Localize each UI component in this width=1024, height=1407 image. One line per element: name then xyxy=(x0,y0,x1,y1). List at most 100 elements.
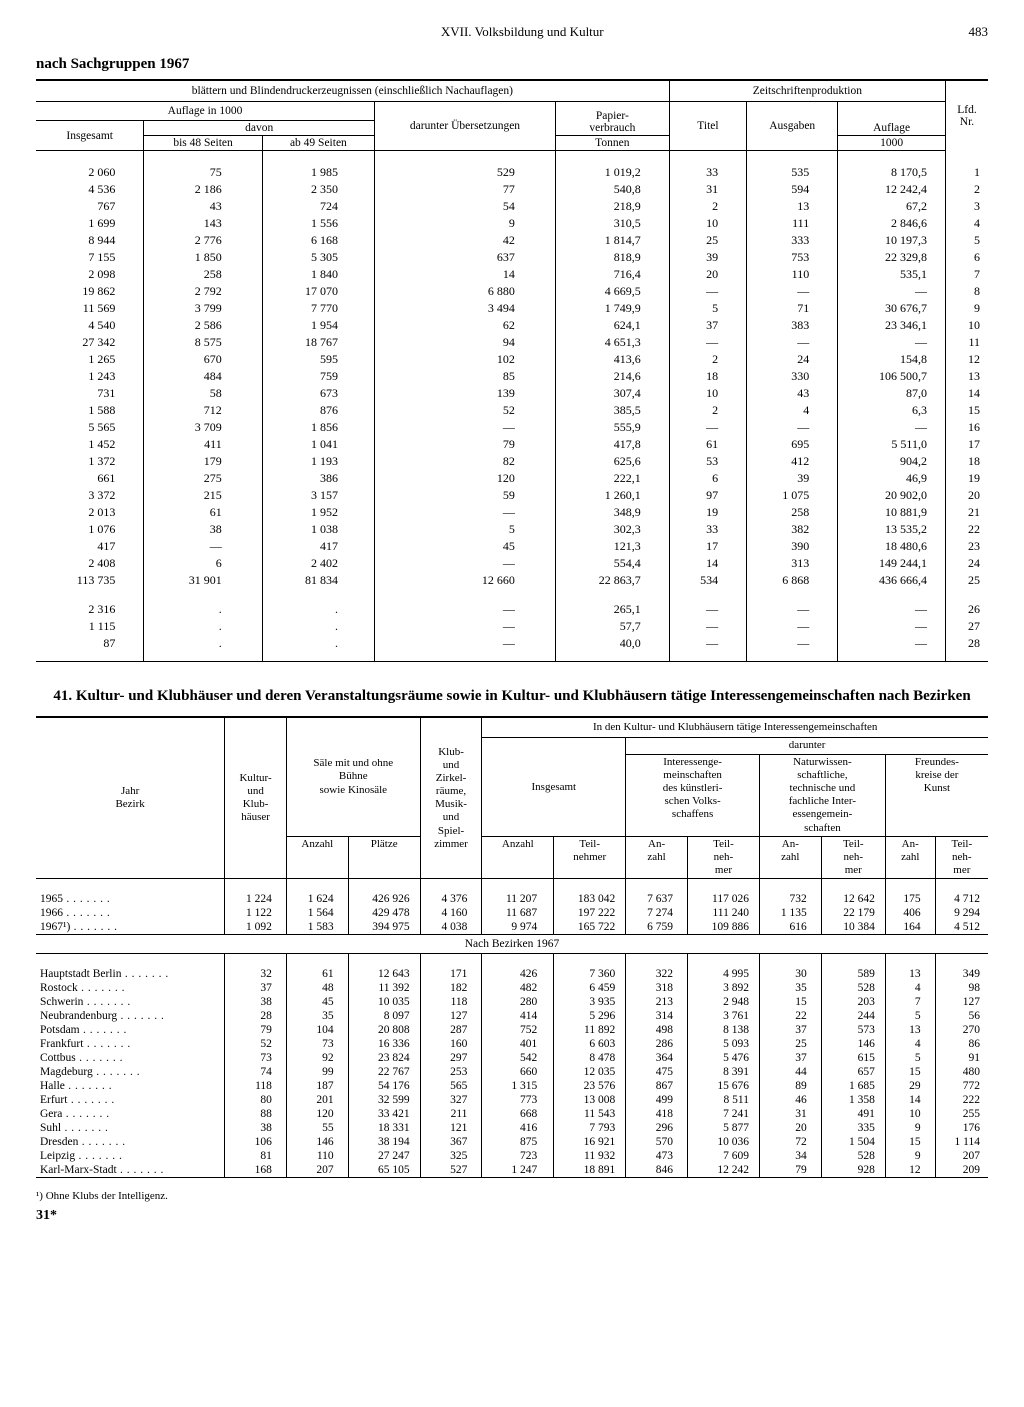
table-cell: 94 xyxy=(375,334,556,351)
col-freund: Freundes- kreise der Kunst xyxy=(885,754,988,836)
table-cell: 333 xyxy=(747,232,838,249)
table-cell: 1 564 xyxy=(286,906,348,920)
table-cell: 160 xyxy=(420,1037,482,1051)
table-cell: 330 xyxy=(747,368,838,385)
table-cell: 313 xyxy=(747,555,838,572)
table-cell: 222,1 xyxy=(555,470,669,487)
table-cell: 42 xyxy=(375,232,556,249)
table-cell: 23 824 xyxy=(348,1051,420,1065)
col-inden: In den Kultur- und Klubhäusern tätige In… xyxy=(482,717,988,738)
table-cell: 1 247 xyxy=(482,1163,554,1178)
table-cell: 32 599 xyxy=(348,1093,420,1107)
table-cell: 17 070 xyxy=(262,283,374,300)
table-cell: 10 xyxy=(885,1107,935,1121)
table-cell: 55 xyxy=(286,1121,348,1135)
table-cell: 1 075 xyxy=(747,487,838,504)
row-label: Neubrandenburg . . . . . . . xyxy=(36,1009,225,1023)
table-cell: 412 xyxy=(747,453,838,470)
table-cell: 24 xyxy=(945,555,988,572)
table-cell: 1 624 xyxy=(286,879,348,907)
table-cell: 2 xyxy=(669,351,746,368)
table-cell: 168 xyxy=(225,1163,287,1178)
table-cell: — xyxy=(747,618,838,635)
table-cell: 8 138 xyxy=(687,1023,759,1037)
table-cell: — xyxy=(838,601,946,618)
table-cell: 2 948 xyxy=(687,995,759,1009)
col-tausend: 1000 xyxy=(838,136,946,151)
table-cell: 668 xyxy=(482,1107,554,1121)
table-cell: 25 xyxy=(759,1037,821,1051)
table-cell: 2 408 xyxy=(36,555,144,572)
table-cell: 14 xyxy=(945,385,988,402)
col-insgesamt: Insgesamt xyxy=(36,121,144,151)
table-cell: 48 xyxy=(286,981,348,995)
section-b-title: 41. Kultur- und Klubhäuser und deren Ver… xyxy=(36,686,988,706)
table-cell: 17 xyxy=(669,538,746,555)
table-cell: 54 xyxy=(375,198,556,215)
table-cell: — xyxy=(375,555,556,572)
table-cell: 211 xyxy=(420,1107,482,1121)
table-cell: 164 xyxy=(885,920,935,935)
table-cell: 2 776 xyxy=(144,232,262,249)
table-cell: 26 xyxy=(945,601,988,618)
table-cell: 4 512 xyxy=(935,920,988,935)
table-cell: 14 xyxy=(669,555,746,572)
table-cell: 1 372 xyxy=(36,453,144,470)
table-cell: 15 676 xyxy=(687,1079,759,1093)
table-cell: 275 xyxy=(144,470,262,487)
table-cell: 732 xyxy=(759,879,821,907)
section-a-title: nach Sachgruppen 1967 xyxy=(36,56,988,73)
table-cell: 4 038 xyxy=(420,920,482,935)
table-cell: 2 186 xyxy=(144,181,262,198)
row-label: Schwerin . . . . . . . xyxy=(36,995,225,1009)
table-cell: 197 222 xyxy=(554,906,626,920)
table-cell: 38 xyxy=(225,995,287,1009)
col-plaetze: Plätze xyxy=(348,836,420,879)
table-cell: 22 179 xyxy=(821,906,885,920)
table-cell: 31 xyxy=(669,181,746,198)
table-cell: 43 xyxy=(747,385,838,402)
table-cell: 54 176 xyxy=(348,1079,420,1093)
table-cell: 10 881,9 xyxy=(838,504,946,521)
table-cell: 6 603 xyxy=(554,1037,626,1051)
table-cell: 773 xyxy=(482,1093,554,1107)
table-cell: 7 xyxy=(885,995,935,1009)
table-cell: . xyxy=(262,601,374,618)
table-cell: 110 xyxy=(747,266,838,283)
table-cell: 1 038 xyxy=(262,521,374,538)
row-label: Halle . . . . . . . xyxy=(36,1079,225,1093)
table-cell: 5 511,0 xyxy=(838,436,946,453)
table-cell: 554,4 xyxy=(555,555,669,572)
table-cell: 535 xyxy=(747,151,838,182)
subhead: Nach Bezirken 1967 xyxy=(36,935,988,954)
row-label: 1966 . . . . . . . xyxy=(36,906,225,920)
table-cell: 6 xyxy=(669,470,746,487)
table-cell: 255 xyxy=(935,1107,988,1121)
table-cell: 44 xyxy=(759,1065,821,1079)
table-cell: 534 xyxy=(669,572,746,589)
table-cell: — xyxy=(747,601,838,618)
table-cell: 52 xyxy=(375,402,556,419)
table-cell: 280 xyxy=(482,995,554,1009)
table-cell: 661 xyxy=(36,470,144,487)
table-cell: 33 421 xyxy=(348,1107,420,1121)
table-cell: 594 xyxy=(747,181,838,198)
table-cell: 121 xyxy=(420,1121,482,1135)
table-cell: 724 xyxy=(262,198,374,215)
table-cell: 624,1 xyxy=(555,317,669,334)
table-cell: 2 060 xyxy=(36,151,144,182)
table-cell: 38 xyxy=(225,1121,287,1135)
table-cell: 10 035 xyxy=(348,995,420,1009)
table-cell: 4 160 xyxy=(420,906,482,920)
table-cell: 1 814,7 xyxy=(555,232,669,249)
table-cell: 759 xyxy=(262,368,374,385)
table-cell: 307,4 xyxy=(555,385,669,402)
table-cell: 43 xyxy=(144,198,262,215)
table-cell: 9 xyxy=(885,1121,935,1135)
table-cell: 1 452 xyxy=(36,436,144,453)
table-cell: 3 709 xyxy=(144,419,262,436)
table-cell: 318 xyxy=(626,981,688,995)
table-cell: 406 xyxy=(885,906,935,920)
table-cell: — xyxy=(375,601,556,618)
table-cell: 37 xyxy=(669,317,746,334)
